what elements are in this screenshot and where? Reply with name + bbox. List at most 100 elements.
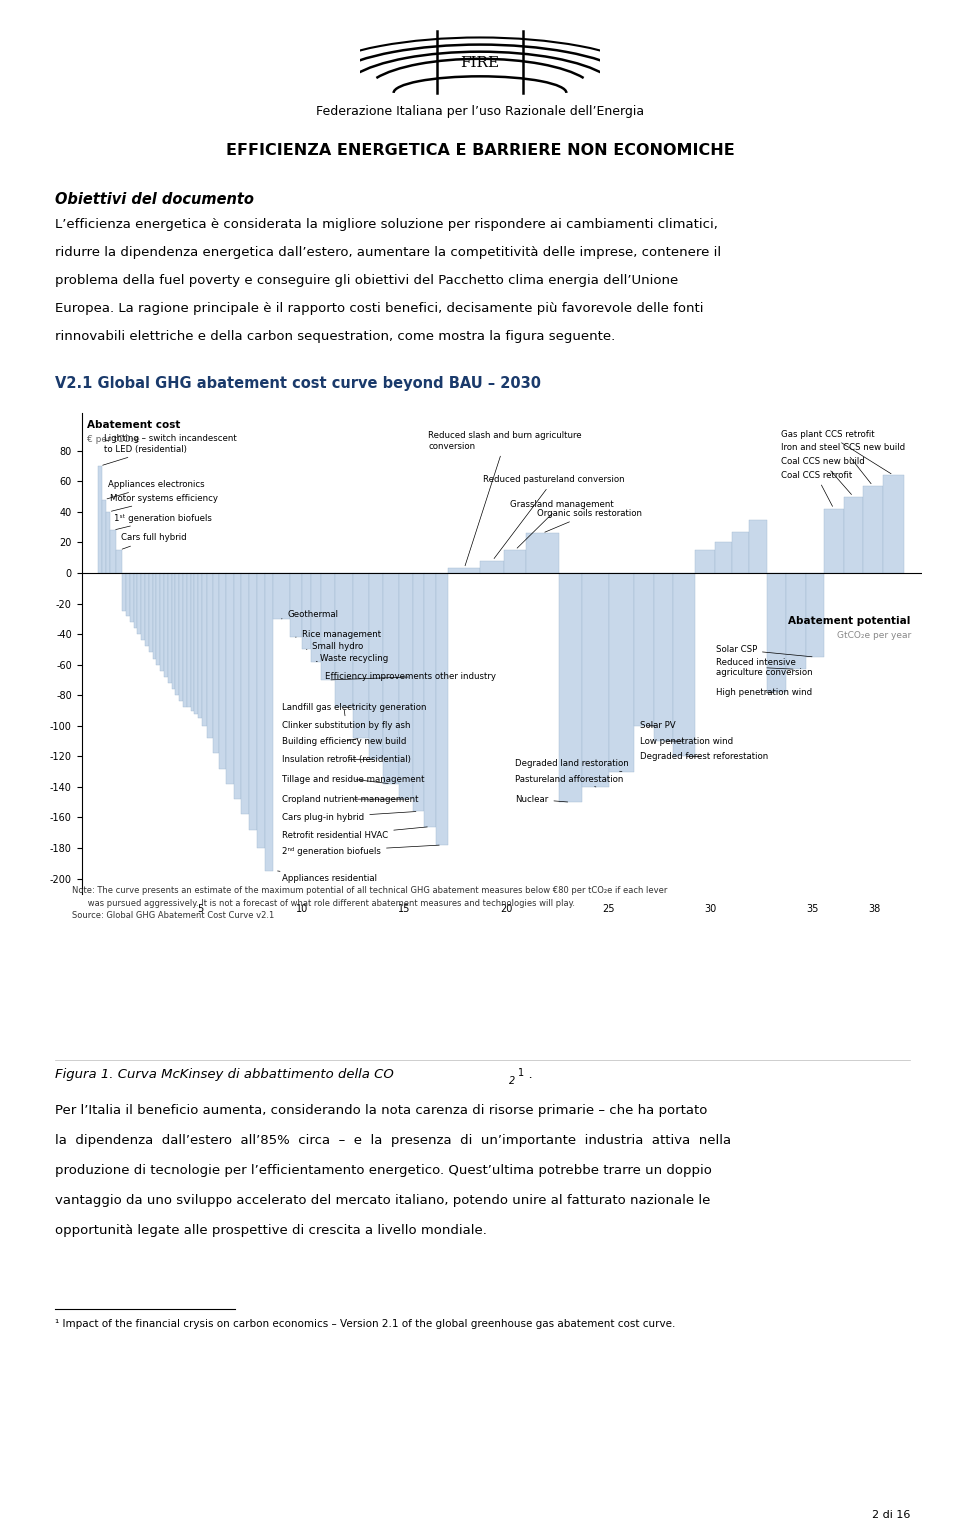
Bar: [176, 573, 180, 695]
Bar: [786, 573, 805, 669]
Text: Note: The curve presents an estimate of the maximum potential of all technical G: Note: The curve presents an estimate of …: [72, 886, 667, 920]
Text: Waste recycling: Waste recycling: [316, 654, 388, 663]
Text: Lighting – switch incandescent
to LED (residential): Lighting – switch incandescent to LED (r…: [103, 434, 237, 465]
Bar: [413, 573, 424, 811]
Text: Low penetration wind: Low penetration wind: [639, 736, 732, 746]
Text: ridurre la dipendenza energetica dall’estero, aumentare la competitività delle i: ridurre la dipendenza energetica dall’es…: [55, 246, 721, 260]
Bar: [504, 550, 526, 573]
Bar: [526, 533, 559, 573]
Text: problema della fuel poverty e conseguire gli obiettivi del Pacchetto clima energ: problema della fuel poverty e conseguire…: [55, 274, 679, 287]
Bar: [610, 573, 635, 772]
Bar: [234, 573, 242, 799]
Text: 1: 1: [518, 1068, 524, 1077]
Text: opportunità legate alle prospettive di crescita a livello mondiale.: opportunità legate alle prospettive di c…: [55, 1224, 487, 1238]
Text: vantaggio da uno sviluppo accelerato del mercato italiano, potendo unire al fatt: vantaggio da uno sviluppo accelerato del…: [55, 1193, 710, 1207]
Bar: [335, 573, 352, 707]
Text: 1ˢᵗ generation biofuels: 1ˢᵗ generation biofuels: [114, 513, 212, 530]
Text: Federazione Italiana per l’uso Razionale dell’Energia: Federazione Italiana per l’uso Razionale…: [316, 105, 644, 118]
Text: Per l’Italia il beneficio aumenta, considerando la nota carenza di risorse prima: Per l’Italia il beneficio aumenta, consi…: [55, 1105, 708, 1117]
Bar: [149, 573, 153, 652]
Text: .: .: [528, 1068, 532, 1080]
Text: Gas plant CCS retrofit: Gas plant CCS retrofit: [780, 429, 891, 474]
Text: Degraded land restoration: Degraded land restoration: [516, 759, 629, 772]
Bar: [137, 573, 141, 634]
Bar: [102, 500, 106, 573]
Text: la  dipendenza  dall’estero  all’85%  circa  –  e  la  presenza  di  un’importan: la dipendenza dall’estero all’85% circa …: [55, 1134, 732, 1148]
Bar: [695, 550, 714, 573]
Text: Solar CSP: Solar CSP: [715, 645, 812, 657]
Bar: [369, 573, 383, 759]
Text: Retrofit residential HVAC: Retrofit residential HVAC: [282, 827, 427, 840]
Bar: [824, 509, 844, 573]
Text: Appliances residential: Appliances residential: [277, 871, 377, 883]
Bar: [448, 568, 480, 573]
Text: Rice management: Rice management: [296, 630, 381, 639]
Text: Landfill gas electricity generation: Landfill gas electricity generation: [282, 703, 426, 712]
Text: High penetration wind: High penetration wind: [715, 688, 812, 697]
Text: Organic soils restoration: Organic soils restoration: [537, 509, 642, 532]
Bar: [98, 466, 102, 573]
Bar: [202, 573, 206, 726]
Bar: [126, 573, 130, 616]
Text: L’efficienza energetica è considerata la migliore soluzione per rispondere ai ca: L’efficienza energetica è considerata la…: [55, 219, 718, 231]
Text: Coal CCS retrofit: Coal CCS retrofit: [780, 471, 852, 506]
Text: Clinker substitution by fly ash: Clinker substitution by fly ash: [282, 711, 411, 730]
Text: Cropland nutrient management: Cropland nutrient management: [282, 795, 419, 804]
Text: Solar PV: Solar PV: [639, 721, 676, 730]
Bar: [187, 573, 190, 707]
Bar: [156, 573, 160, 665]
Bar: [654, 573, 673, 741]
Bar: [183, 573, 187, 707]
Bar: [194, 573, 198, 714]
Text: GtCO₂e per year: GtCO₂e per year: [836, 631, 911, 640]
Text: Tillage and residue management: Tillage and residue management: [282, 775, 424, 784]
Bar: [583, 573, 610, 787]
Bar: [145, 573, 149, 646]
Bar: [110, 530, 116, 573]
Bar: [383, 573, 399, 784]
Bar: [767, 573, 786, 692]
Text: Obiettivi del documento: Obiettivi del documento: [55, 193, 253, 206]
Bar: [198, 573, 202, 718]
Text: produzione di tecnologie per l’efficientamento energetico. Quest’ultima potrebbe: produzione di tecnologie per l’efficient…: [55, 1164, 712, 1177]
Text: FIRE: FIRE: [461, 55, 499, 70]
Text: Reduced intensive
agriculture conversion: Reduced intensive agriculture conversion: [715, 659, 812, 677]
Bar: [116, 550, 122, 573]
Bar: [106, 512, 110, 573]
Text: Abatement potential: Abatement potential: [788, 616, 911, 626]
Bar: [122, 573, 126, 611]
Bar: [399, 573, 413, 799]
Text: Abatement cost: Abatement cost: [87, 420, 180, 431]
Text: V2.1 Global GHG abatement cost curve beyond BAU – 2030: V2.1 Global GHG abatement cost curve bey…: [55, 376, 541, 391]
Bar: [863, 486, 882, 573]
Text: Europea. La ragione principale è il rapporto costi benefici, decisamente più fav: Europea. La ragione principale è il rapp…: [55, 303, 704, 315]
Text: Geothermal: Geothermal: [281, 610, 339, 619]
Bar: [257, 573, 265, 848]
Bar: [168, 573, 172, 683]
Bar: [172, 573, 176, 689]
Bar: [153, 573, 156, 659]
Bar: [805, 573, 824, 657]
Bar: [274, 573, 290, 619]
Text: EFFICIENZA ENERGETICA E BARRIERE NON ECONOMICHE: EFFICIENZA ENERGETICA E BARRIERE NON ECO…: [226, 144, 734, 157]
Text: Coal CCS new build: Coal CCS new build: [780, 457, 864, 495]
Bar: [206, 573, 213, 738]
Bar: [322, 573, 335, 680]
Bar: [436, 573, 448, 845]
Bar: [844, 497, 863, 573]
Bar: [242, 573, 249, 814]
Bar: [882, 475, 904, 573]
Bar: [635, 573, 654, 726]
Text: Appliances electronics: Appliances electronics: [107, 480, 204, 498]
Text: 2 di 16: 2 di 16: [872, 1510, 910, 1520]
Text: Degraded forest reforestation: Degraded forest reforestation: [639, 752, 768, 761]
Text: Cars full hybrid: Cars full hybrid: [121, 533, 186, 549]
Bar: [190, 573, 194, 711]
Bar: [559, 573, 583, 802]
Text: Cars plug-in hybrid: Cars plug-in hybrid: [282, 811, 416, 822]
Bar: [265, 573, 274, 871]
Bar: [714, 542, 732, 573]
Bar: [301, 573, 311, 649]
Text: € per tCO₂e: € per tCO₂e: [87, 435, 140, 445]
Text: Reduced pastureland conversion: Reduced pastureland conversion: [483, 475, 624, 559]
